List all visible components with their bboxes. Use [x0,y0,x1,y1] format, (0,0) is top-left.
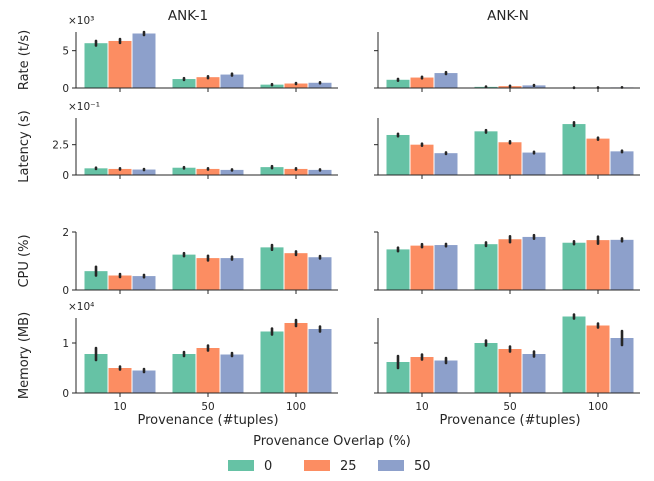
bar-r2-p0-s0-g2 [260,247,284,290]
x-tick-label-p0-2: 100 [286,401,306,413]
bar-r2-p0-s0-g1 [172,254,196,290]
bar-r2-p0-s0-g0 [84,271,108,290]
x-tick-label-p1-1: 50 [503,401,516,413]
bar-r2-p1-s2-g2 [610,239,634,290]
x-tick-label-p0-1: 50 [201,401,214,413]
bar-r3-p1-s0-g1 [474,343,498,393]
y-tick-label-r1-1: 2.5 [52,140,69,152]
y-multiplier-3: ×10⁴ [68,301,94,313]
bar-r0-p0-s2-g2 [308,82,332,88]
bar-r1-p1-s2-g0 [434,153,458,175]
x-tick-label-p0-0: 10 [113,401,126,413]
bar-r3-p0-s1-g0 [108,368,132,393]
bar-r2-p0-s1-g0 [108,275,132,290]
bar-r1-p1-s0-g2 [562,124,586,175]
panel-title-0: ANK-1 [168,8,208,24]
bar-r1-p0-s0-g0 [84,168,108,175]
ylabel-3: Memory (MB) [17,312,32,399]
bar-r2-p0-s2-g2 [308,257,332,290]
bar-r0-p0-s1-g2 [284,83,308,88]
y-multiplier-1: ×10⁻¹ [68,101,100,113]
legend-title: Provenance Overlap (%) [253,434,411,449]
bar-r1-p0-s2-g2 [308,169,332,175]
legend-label-0: 0 [264,459,272,474]
bar-r1-p0-s1-g1 [196,168,220,175]
ylabel-1: Latency (s) [17,110,32,182]
bar-r3-p1-s1-g0 [410,357,434,393]
bar-r3-p0-s2-g1 [220,354,244,393]
bar-r3-p1-s2-g0 [434,360,458,393]
bar-r0-p0-s2-g0 [132,33,156,88]
bar-r3-p0-s0-g0 [84,354,108,393]
bar-r2-p1-s1-g0 [410,245,434,290]
bar-r2-p1-s2-g1 [522,236,546,290]
legend-swatch-2 [378,460,404,471]
bar-r1-p1-s2-g1 [522,152,546,175]
bar-r2-p0-s2-g1 [220,258,244,290]
bar-r3-p0-s2-g2 [308,329,332,393]
bar-r2-p1-s2-g0 [434,245,458,290]
bar-r1-p1-s0-g1 [474,131,498,175]
y-tick-label-r0-1: 5 [62,46,69,58]
bar-r2-p1-s0-g2 [562,242,586,290]
x-tick-label-p1-0: 10 [415,401,428,413]
bar-r0-p0-s1-g1 [196,77,220,88]
bar-r3-p0-s1-g1 [196,348,220,393]
ylabel-0: Rate (t/s) [17,30,32,90]
bar-r0-p1-s2-g0 [434,73,458,88]
bar-r3-p0-s2-g0 [132,370,156,393]
bar-r1-p0-s0-g2 [260,167,284,175]
bar-r2-p1-s1-g2 [586,240,610,290]
bar-r2-p0-s1-g1 [196,258,220,290]
y-tick-label-r2-1: 2 [62,227,69,239]
bar-r2-p1-s0-g1 [474,244,498,290]
bar-r2-p0-s2-g0 [132,276,156,290]
bar-r3-p1-s1-g2 [586,325,610,393]
bar-r1-p1-s1-g1 [498,142,522,175]
bar-r1-p0-s2-g1 [220,169,244,175]
ylabel-2: CPU (%) [17,234,32,287]
y-multiplier-0: ×10³ [68,15,94,27]
bar-r0-p1-s1-g0 [410,77,434,88]
xlabel-0: Provenance (#tuples) [137,413,278,428]
bar-r1-p0-s0-g1 [172,167,196,175]
bar-r1-p0-s1-g0 [108,168,132,175]
panel-title-1: ANK-N [487,8,529,24]
bar-r3-p1-s0-g2 [562,316,586,393]
bar-r1-p1-s0-g0 [386,134,410,175]
bar-r3-p0-s1-g2 [284,323,308,393]
bar-r2-p1-s0-g0 [386,249,410,290]
bar-r0-p0-s0-g1 [172,79,196,88]
bar-r0-p0-s2-g1 [220,74,244,88]
y-tick-label-r2-0: 0 [62,285,69,297]
y-tick-label-r3-0: 0 [62,388,69,400]
bar-r0-p0-s0-g0 [84,43,108,88]
y-tick-label-r0-0: 0 [62,83,69,95]
bar-r2-p0-s1-g2 [284,253,308,290]
xlabel-1: Provenance (#tuples) [439,413,580,428]
legend-label-1: 25 [340,459,357,474]
bar-r1-p0-s1-g2 [284,168,308,175]
bar-r3-p0-s0-g1 [172,354,196,393]
bar-r3-p1-s2-g2 [610,338,634,393]
y-tick-label-r1-0: 0 [62,170,69,182]
bar-r3-p1-s2-g1 [522,354,546,393]
bar-r2-p1-s1-g1 [498,239,522,290]
bar-r0-p1-s0-g0 [386,79,410,88]
bar-r0-p0-s1-g0 [108,40,132,88]
x-tick-label-p1-2: 100 [588,401,608,413]
bar-r1-p1-s1-g0 [410,144,434,175]
y-tick-label-r3-1: 1 [62,338,69,350]
bar-r3-p1-s1-g1 [498,349,522,393]
bar-r1-p0-s2-g0 [132,169,156,175]
bar-r3-p0-s0-g2 [260,331,284,393]
bar-r1-p1-s1-g2 [586,138,610,175]
legend-swatch-1 [304,460,330,471]
legend-label-2: 50 [414,459,431,474]
bar-r3-p1-s0-g0 [386,362,410,393]
bar-r1-p1-s2-g2 [610,151,634,175]
legend-swatch-0 [228,460,254,471]
